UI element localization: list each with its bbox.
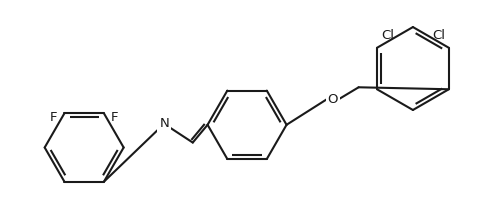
Text: Cl: Cl (432, 29, 445, 42)
Text: N: N (159, 117, 169, 130)
Text: F: F (111, 111, 118, 124)
Text: O: O (328, 93, 338, 106)
Text: Cl: Cl (381, 29, 394, 42)
Text: F: F (50, 111, 57, 124)
